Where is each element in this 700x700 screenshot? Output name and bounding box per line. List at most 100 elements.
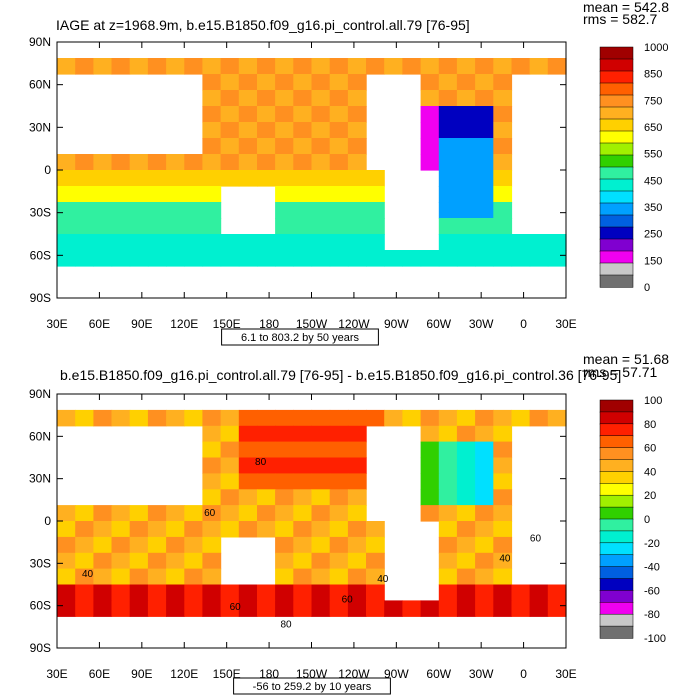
field-cell <box>111 409 131 427</box>
field-cell <box>456 536 476 554</box>
y-tick-label: 30N <box>29 472 51 486</box>
field-cell <box>238 409 258 427</box>
field-cell <box>311 552 331 570</box>
field-cell <box>257 250 276 267</box>
field-cell <box>456 122 476 139</box>
field-cell <box>493 74 513 91</box>
field-cell <box>257 154 276 171</box>
colorbar-swatch <box>599 82 634 96</box>
field-cell <box>329 122 349 139</box>
field-cell <box>456 170 476 187</box>
field-cell <box>129 58 149 75</box>
field-cell <box>111 536 131 554</box>
field-cell <box>57 584 76 601</box>
field-cell <box>220 425 240 443</box>
field-cell <box>166 58 185 75</box>
field-cell <box>366 202 385 219</box>
field-cell <box>220 90 240 107</box>
field-cell <box>220 489 240 506</box>
field-cell <box>129 600 149 617</box>
field-cell <box>366 584 385 601</box>
field-cell <box>456 489 476 506</box>
field-cell <box>184 521 204 538</box>
field-cell <box>147 409 167 427</box>
field-cell <box>493 441 513 459</box>
field-cell <box>238 489 258 506</box>
field-cell <box>75 186 94 203</box>
field-cell <box>75 505 94 522</box>
y-tick-label: 30S <box>30 556 51 570</box>
field-cell <box>366 218 385 235</box>
field-cell <box>75 536 94 554</box>
field-cell <box>311 409 331 427</box>
field-cell <box>293 90 313 107</box>
field-cell <box>129 584 149 601</box>
x-tick-label: 150W <box>296 317 328 331</box>
field-cell <box>93 536 113 554</box>
field-cell <box>456 74 476 91</box>
field-cell <box>257 457 276 474</box>
field-cell <box>311 90 331 107</box>
field-cell <box>93 234 113 251</box>
x-tick-label: 90E <box>131 317 152 331</box>
field-cell <box>311 122 331 139</box>
field-cell <box>347 552 367 570</box>
field-cell <box>166 234 185 251</box>
field-cell <box>493 473 513 490</box>
x-tick-label: 150E <box>213 317 241 331</box>
mean-stat: mean = 542.8 <box>583 0 669 15</box>
field-cell <box>347 457 367 474</box>
field-cell <box>293 170 313 187</box>
field-cell <box>129 552 149 570</box>
x-tick-label: 0 <box>520 317 527 331</box>
field-cell <box>529 584 549 601</box>
field-cell <box>111 521 131 538</box>
field-cell <box>202 234 222 251</box>
field-cell <box>238 473 258 490</box>
field-cell <box>438 218 458 235</box>
field-cell <box>547 409 567 427</box>
field-cell <box>220 600 240 617</box>
field-cell <box>166 202 185 219</box>
field-cell <box>111 250 131 267</box>
field-cell <box>220 473 240 490</box>
field-cell <box>475 234 494 251</box>
colorbar-label: 0 <box>644 282 650 294</box>
field-cell <box>202 505 222 522</box>
field-cell <box>493 218 513 235</box>
colorbar-swatch <box>599 554 634 568</box>
field-cell <box>311 250 331 267</box>
y-tick-label: 60S <box>30 599 51 613</box>
field-cell <box>438 505 458 522</box>
field-cell <box>220 521 240 538</box>
field-cell <box>329 425 349 443</box>
x-tick-label: 30E <box>555 317 576 331</box>
field-cell <box>493 202 513 219</box>
field-cell <box>311 536 331 554</box>
colorbar-swatch <box>599 530 634 544</box>
field-cell <box>75 552 94 570</box>
field-cell <box>347 409 367 427</box>
field-cell <box>475 600 494 617</box>
field-cell <box>329 58 349 75</box>
field-cell <box>347 138 367 155</box>
field-cell <box>384 250 403 267</box>
field-cell <box>257 584 276 601</box>
colorbar-label: -100 <box>644 633 666 645</box>
field-cell <box>220 58 240 75</box>
contour-label: 40 <box>82 569 94 580</box>
colorbar-swatch <box>599 94 634 108</box>
x-tick-label: 120W <box>338 317 370 331</box>
field-cell <box>493 250 513 267</box>
field-cell <box>275 250 294 267</box>
field-cell <box>311 489 331 506</box>
field-cell <box>111 202 131 219</box>
field-cell <box>184 409 204 427</box>
field-cell <box>329 74 349 91</box>
field-cell <box>493 457 513 474</box>
field-cell <box>311 138 331 155</box>
x-tick-label: 30W <box>469 667 494 681</box>
field-cell <box>220 154 240 171</box>
field-cell <box>311 457 331 474</box>
field-cell <box>456 473 476 490</box>
